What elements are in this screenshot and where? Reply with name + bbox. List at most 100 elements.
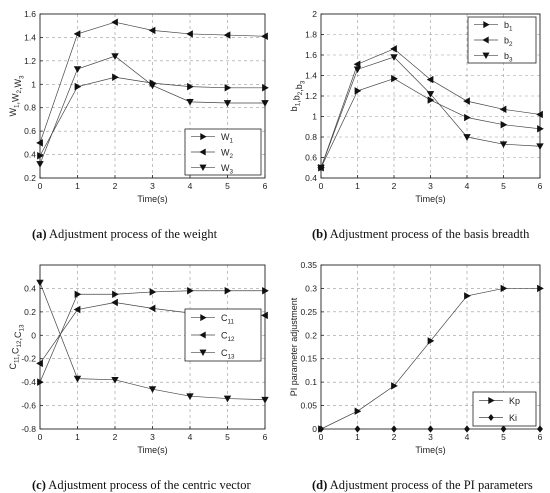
data-point — [37, 152, 44, 160]
data-point — [73, 305, 81, 314]
x-tick-label: 1 — [75, 432, 80, 442]
data-point — [223, 395, 232, 403]
chart-panel-a: 0 1 2 3 4 5 6 0.2 0.4 0.6 0.8 1 1.2 1.4 1.6 Time(s) W1,W… — [8, 9, 269, 204]
legend-marker — [199, 164, 207, 171]
data-point — [427, 337, 435, 345]
series-b3 — [317, 54, 544, 172]
legend-marker — [482, 52, 490, 59]
y-tick-label: 1.6 — [24, 9, 36, 19]
x-tick-label: 6 — [263, 432, 268, 442]
chart-panel-d: 0 1 2 3 4 5 6 0 0.05 0.1 0.15 0.2 0.25 0.3 0.35 Time(s)… — [289, 260, 544, 455]
data-point — [537, 125, 544, 133]
y-tick-label: 1 — [312, 112, 317, 122]
data-point — [500, 284, 508, 293]
chart-panel-c: 0 1 2 3 4 5 6 -0.8 -0.6 -0.4 -0.2 0 0.2 0.4 Time(s) C11… — [8, 264, 269, 455]
y-tick-label: 0.35 — [300, 260, 317, 270]
data-point — [391, 425, 397, 433]
y-tick-label: 1.2 — [305, 91, 317, 101]
y-tick-label: 0 — [31, 330, 36, 340]
y-tick-label: 0.2 — [24, 173, 36, 183]
x-tick-label: 0 — [319, 181, 324, 191]
legend-label: C12 — [221, 331, 235, 344]
caption-c: (c) Adjustment process of the centric ve… — [32, 478, 252, 492]
data-point — [148, 26, 156, 35]
series-Kp — [318, 284, 544, 433]
data-point — [224, 287, 232, 295]
caption-tag: (a) — [32, 227, 47, 241]
y-tick-label: 0.4 — [305, 173, 317, 183]
data-point — [500, 120, 508, 129]
data-point — [37, 378, 44, 386]
legend-label: W3 — [221, 163, 234, 176]
x-tick-label: 0 — [38, 432, 43, 442]
y-tick-label: 0.6 — [305, 153, 317, 163]
y-axis-label: W1,W2,W3 — [8, 75, 26, 117]
legend-marker — [483, 21, 490, 29]
y-tick-label: -0.4 — [21, 377, 36, 387]
data-point — [464, 113, 471, 122]
data-point — [36, 359, 43, 368]
y-tick-label: 1.2 — [24, 56, 36, 66]
legend: C11 C12 C13 — [184, 308, 262, 362]
data-point — [186, 393, 194, 401]
caption-text: Adjustment process of the basis breadth — [327, 227, 530, 241]
data-point — [111, 376, 119, 384]
legend-label: C13 — [221, 348, 235, 361]
data-point — [499, 141, 508, 148]
data-point — [426, 75, 434, 84]
data-point — [73, 375, 82, 383]
y-tick-label: 0.4 — [24, 150, 36, 160]
data-point — [73, 30, 81, 38]
legend-marker — [199, 349, 207, 356]
legend-label: C11 — [221, 313, 235, 326]
caption-tag: (d) — [312, 478, 327, 492]
data-point — [148, 82, 157, 90]
x-axis-label: Time(s) — [137, 445, 167, 455]
y-tick-label: 1 — [31, 79, 36, 89]
y-tick-label: 0.6 — [24, 126, 36, 136]
legend-label: W1 — [221, 132, 234, 145]
data-point — [223, 100, 232, 107]
data-point — [186, 98, 194, 106]
series-Ki — [318, 425, 543, 433]
data-point — [261, 311, 268, 320]
data-point — [148, 386, 157, 393]
y-tick-label: -0.8 — [21, 424, 36, 434]
data-point — [261, 396, 269, 404]
y-axis-label: b1,b2,b3 — [289, 80, 307, 111]
data-point — [537, 425, 543, 433]
y-tick-label: 0.3 — [305, 283, 317, 293]
y-tick-label: 0.2 — [24, 307, 36, 317]
legend: W1 W2 W3 — [184, 128, 262, 176]
y-axis-label: PI parameter adjustment — [289, 297, 299, 396]
data-point — [187, 82, 194, 91]
caption-text: Adjustment process of the centric vector — [46, 478, 252, 492]
data-point — [74, 290, 82, 298]
y-axis-label-group: b1,b2,b3 — [289, 80, 307, 111]
data-point — [464, 425, 470, 433]
x-axis-label: Time(s) — [415, 194, 445, 204]
data-point — [499, 105, 507, 114]
data-point — [262, 84, 269, 92]
legend-marker — [488, 414, 494, 421]
series-W2 — [36, 18, 268, 147]
data-point — [426, 91, 435, 98]
x-tick-label: 0 — [38, 181, 43, 191]
y-tick-label: 0.1 — [305, 377, 317, 387]
data-point — [111, 298, 118, 307]
data-point — [354, 425, 361, 433]
y-tick-label: -0.6 — [21, 401, 36, 411]
series-C11 — [37, 287, 269, 386]
y-axis-label-group: PI parameter adjustment — [289, 297, 299, 396]
series-C13 — [36, 279, 269, 404]
legend-label: Kp — [509, 396, 520, 406]
y-tick-label: 0.4 — [24, 283, 36, 293]
data-point — [391, 382, 398, 390]
legend-marker — [488, 396, 495, 405]
x-tick-label: 6 — [538, 432, 543, 442]
caption-tag: (b) — [312, 227, 327, 241]
x-tick-label: 1 — [75, 181, 80, 191]
x-tick-label: 4 — [465, 181, 470, 191]
data-point — [463, 97, 470, 105]
legend-label: W2 — [221, 148, 234, 161]
